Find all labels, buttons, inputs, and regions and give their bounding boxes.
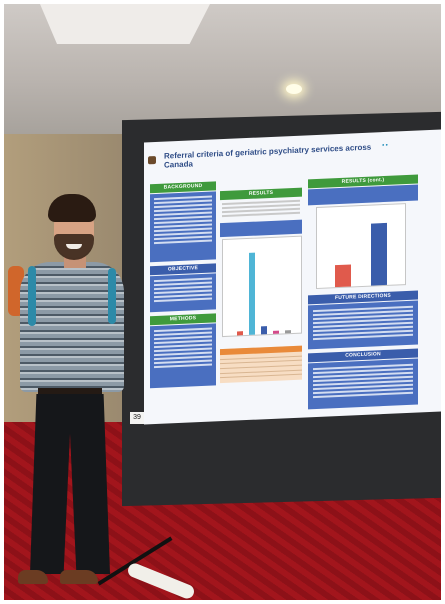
- hair: [48, 194, 96, 222]
- figure-caption-box: [220, 219, 302, 238]
- background-text-block: [150, 191, 216, 263]
- methods-text-block: [150, 323, 216, 389]
- future-directions-text-block: [308, 300, 418, 350]
- university-logo: [148, 155, 162, 169]
- brown-shoe: [60, 570, 98, 584]
- smile: [66, 244, 82, 249]
- presenter: [4, 4, 144, 600]
- photo: Referral criteria of geriatric psychiatr…: [4, 4, 441, 600]
- backpack-strap: [28, 266, 36, 326]
- board-number-tag: 39: [130, 412, 144, 424]
- objective-text-block: [150, 273, 216, 313]
- bar-chart-figure-2: [316, 203, 406, 289]
- backpack-strap: [108, 268, 116, 324]
- dark-pants: [30, 394, 110, 574]
- results-table: [220, 345, 302, 384]
- striped-shirt: [20, 262, 124, 392]
- brown-shoe: [18, 570, 48, 584]
- chart-bar: [273, 330, 279, 334]
- bar-chart-figure-1: [222, 235, 302, 338]
- skylight: [40, 4, 210, 44]
- conclusion-text-block: [308, 358, 418, 410]
- belt: [38, 388, 102, 396]
- chart-bar: [371, 222, 387, 286]
- chart-bar: [261, 326, 267, 335]
- results-text: [222, 199, 300, 219]
- ceiling-light: [286, 84, 302, 94]
- section-results: RESULTS: [220, 187, 302, 201]
- figure-2-caption-box: [308, 184, 418, 206]
- poster-title: Referral criteria of geriatric psychiatr…: [164, 142, 372, 170]
- chart-bar: [335, 264, 351, 288]
- chart-bar: [285, 330, 291, 334]
- health-authority-logo: ● ●: [382, 141, 388, 148]
- research-poster: Referral criteria of geriatric psychiatr…: [144, 129, 441, 425]
- chart-bar: [237, 331, 243, 336]
- chart-bar: [249, 252, 255, 335]
